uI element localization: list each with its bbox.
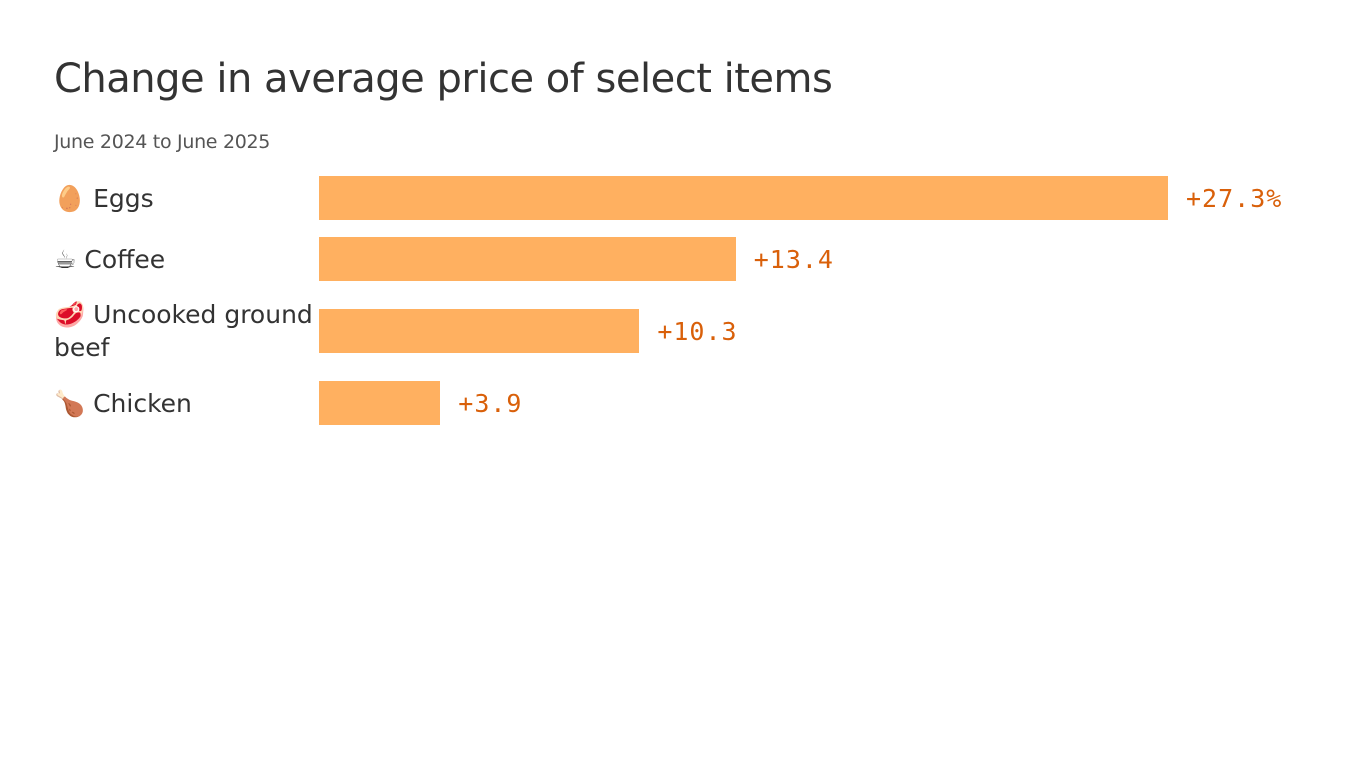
chart-subtitle: June 2024 to June 2025 xyxy=(54,131,271,153)
bar-row: 🥩 Uncooked ground beef +10.3 xyxy=(54,298,1344,364)
category-label: 🥩 Uncooked ground beef xyxy=(54,300,313,362)
category-label: 🍗 Chicken xyxy=(54,388,192,418)
bar xyxy=(319,176,1168,220)
bar xyxy=(319,237,736,281)
category-label: ☕ Coffee xyxy=(54,244,166,274)
value-label: +3.9 xyxy=(458,388,523,418)
chart-title: Change in average price of select items xyxy=(54,56,833,102)
bar-row: ☕ Coffee +13.4 xyxy=(54,237,1344,281)
bar-row: 🥚 Eggs +27.3% xyxy=(54,176,1344,220)
value-label: +10.3 xyxy=(657,316,738,346)
bar xyxy=(319,309,640,353)
value-label: +27.3% xyxy=(1186,183,1283,213)
bar-rows: 🥚 Eggs +27.3% ☕ Coffee +13.4 🥩 Uncooked grou… xyxy=(54,176,1344,425)
category-label: 🥚 Eggs xyxy=(54,183,154,213)
bar-row: 🍗 Chicken +3.9 xyxy=(54,381,1344,425)
value-label: +13.4 xyxy=(753,244,834,274)
bar xyxy=(319,381,441,425)
